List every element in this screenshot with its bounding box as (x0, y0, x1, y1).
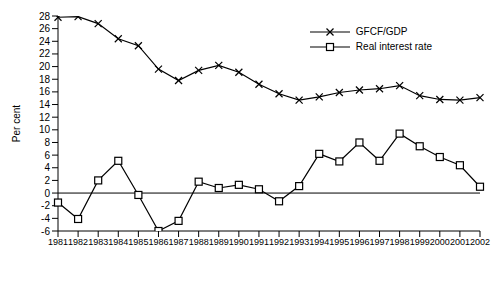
svg-text:1989: 1989 (209, 237, 229, 247)
svg-text:1999: 1999 (410, 237, 430, 247)
svg-text:6: 6 (44, 150, 50, 161)
svg-text:1991: 1991 (249, 237, 269, 247)
svg-text:1981: 1981 (48, 237, 68, 247)
svg-text:1993: 1993 (289, 237, 309, 247)
svg-text:-4: -4 (41, 213, 50, 224)
svg-text:1984: 1984 (108, 237, 128, 247)
svg-text:1982: 1982 (68, 237, 88, 247)
svg-text:22: 22 (39, 48, 51, 59)
svg-text:24: 24 (39, 36, 51, 47)
svg-text:4: 4 (44, 162, 50, 173)
svg-text:1992: 1992 (269, 237, 289, 247)
svg-text:20: 20 (39, 61, 51, 72)
svg-text:12: 12 (39, 112, 51, 123)
svg-text:1987: 1987 (169, 237, 189, 247)
svg-text:2002: 2002 (470, 237, 490, 247)
svg-text:1998: 1998 (390, 237, 410, 247)
svg-text:10: 10 (39, 124, 51, 135)
svg-text:1986: 1986 (148, 237, 168, 247)
svg-text:Per cent: Per cent (11, 105, 22, 142)
svg-text:1990: 1990 (229, 237, 249, 247)
svg-text:-6: -6 (41, 226, 50, 237)
svg-text:1988: 1988 (189, 237, 209, 247)
svg-text:1997: 1997 (370, 237, 390, 247)
svg-text:18: 18 (39, 74, 51, 85)
html-text:GFCF/GDP: GFCF/GDP (355, 26, 408, 37)
svg-text:1995: 1995 (329, 237, 349, 247)
html-text:Real interest rate: Real interest rate (355, 41, 432, 52)
svg-text:-2: -2 (41, 200, 50, 211)
svg-text:14: 14 (39, 99, 51, 110)
svg-text:1983: 1983 (88, 237, 108, 247)
svg-text:16: 16 (39, 86, 51, 97)
svg-text:1996: 1996 (349, 237, 369, 247)
svg-text:26: 26 (39, 23, 51, 34)
svg-text:0: 0 (44, 188, 50, 199)
svg-text:1994: 1994 (309, 237, 329, 247)
svg-text:8: 8 (44, 137, 50, 148)
svg-text:2001: 2001 (450, 237, 470, 247)
svg-text:2000: 2000 (430, 237, 450, 247)
svg-text:2: 2 (44, 175, 50, 186)
svg-text:28: 28 (39, 11, 51, 22)
svg-text:1985: 1985 (128, 237, 148, 247)
